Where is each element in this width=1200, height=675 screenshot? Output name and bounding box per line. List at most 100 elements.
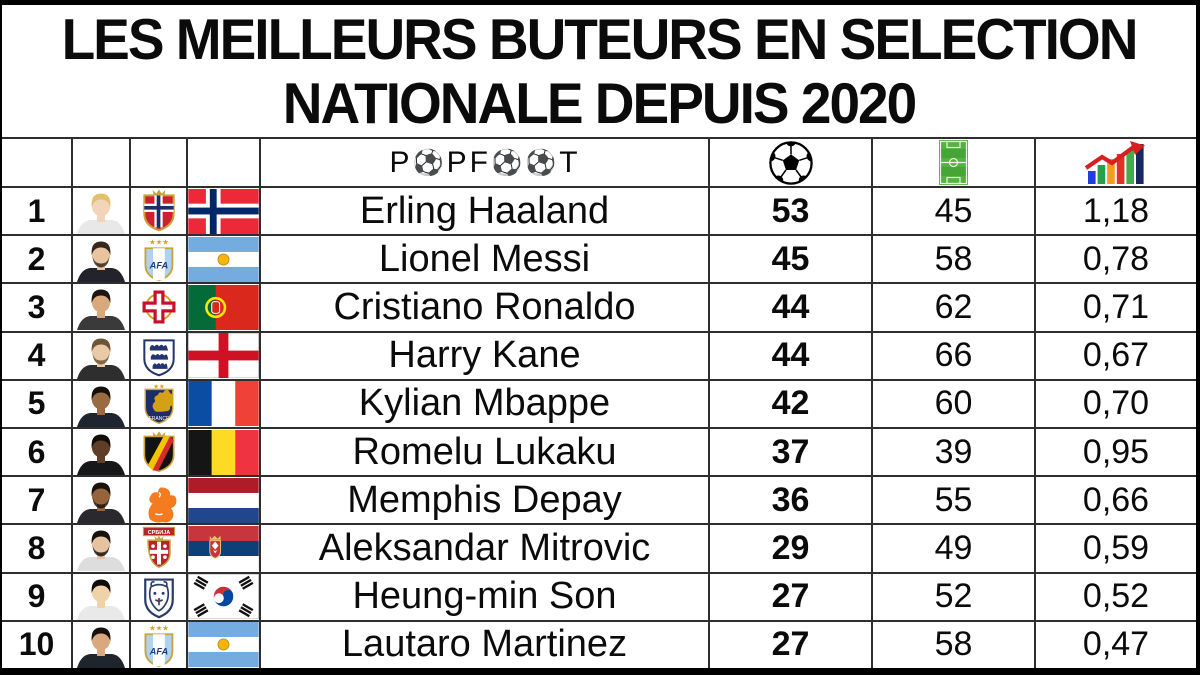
country-flag-icon <box>188 380 261 427</box>
player-photo <box>73 284 131 331</box>
ratio-value: 0,59 <box>1082 528 1150 567</box>
goals-value: 45 <box>710 236 873 283</box>
player-photo <box>73 332 131 379</box>
matches-value: 58 <box>873 621 1036 668</box>
player-photo <box>73 477 131 524</box>
rank-cell: 7 <box>2 477 73 524</box>
federation-crest-icon: СРБИЈА <box>131 525 188 572</box>
header-photo-cell <box>73 139 131 186</box>
goals-value: 42 <box>710 380 873 427</box>
matches-value: 52 <box>873 573 1036 620</box>
matches-value: 49 <box>873 525 1036 572</box>
matches-value: 58 <box>873 236 1036 283</box>
goals-value: 27 <box>710 621 873 668</box>
player-photo <box>73 621 131 668</box>
goals-value: 37 <box>710 428 873 476</box>
federation-crest-icon: ★★★ AFA <box>131 236 188 283</box>
player-name: Erling Haaland <box>261 188 710 235</box>
federation-crest-icon <box>131 477 188 524</box>
player-photo <box>73 428 131 476</box>
federation-crest-icon <box>131 332 188 379</box>
svg-text:★★★: ★★★ <box>149 623 169 632</box>
header-brand-cell: P ⚽ P F ⚽ ⚽ T <box>261 139 710 186</box>
matches-value: 55 <box>873 477 1036 524</box>
header-rank-cell <box>2 139 73 186</box>
country-flag-icon <box>188 525 261 572</box>
country-flag-icon <box>188 236 261 283</box>
ratio-value: 1,18 <box>1082 191 1150 230</box>
svg-text:AFA: AFA <box>148 646 168 656</box>
player-name: Aleksandar Mitrovic <box>261 525 710 572</box>
matches-value: 62 <box>873 284 1036 331</box>
soccer-ball-icon <box>768 140 814 186</box>
table-row: 3 Cristiano Ronaldo 44 62 0,71 <box>2 282 1196 331</box>
player-name: Cristiano Ronaldo <box>261 284 710 331</box>
goals-value: 44 <box>710 284 873 331</box>
player-name: Lautaro Martinez <box>261 621 710 668</box>
ratio-value: 0,78 <box>1082 239 1150 278</box>
ratio-value: 0,70 <box>1082 384 1150 423</box>
federation-crest-icon: ★★★ AFA <box>131 621 188 668</box>
goals-value: 27 <box>710 573 873 620</box>
svg-text:AFA: AFA <box>148 261 168 271</box>
table-row: 2 ★★★ AFA Lionel Messi 45 58 0,78 <box>2 234 1196 283</box>
rank-cell: 3 <box>2 284 73 331</box>
federation-crest-icon <box>131 573 188 620</box>
rank-cell: 5 <box>2 380 73 427</box>
goals-value: 53 <box>710 188 873 235</box>
player-name: Lionel Messi <box>261 236 710 283</box>
svg-text:СРБИЈА: СРБИЈА <box>147 530 170 536</box>
ratio-value: 0,66 <box>1082 480 1150 519</box>
svg-text:★★: ★★ <box>153 383 165 390</box>
country-flag-icon <box>188 477 261 524</box>
rising-bar-chart-icon <box>1085 140 1147 186</box>
rank-cell: 6 <box>2 428 73 476</box>
matches-value: 60 <box>873 380 1036 427</box>
rank-cell: 1 <box>2 188 73 235</box>
player-name: Kylian Mbappe <box>261 380 710 427</box>
scorers-table: P ⚽ P F ⚽ ⚽ T 1 <box>2 137 1196 668</box>
header-flag-cell <box>188 139 261 186</box>
ratio-value: 0,67 <box>1082 336 1150 375</box>
title-line-1: LES MEILLEURS BUTEURS EN SELECTION <box>61 6 1139 72</box>
player-name: Memphis Depay <box>261 477 710 524</box>
ball-letter-icon: ⚽ <box>412 148 446 177</box>
ball-letter-icon: ⚽ <box>490 148 525 177</box>
player-photo <box>73 188 131 235</box>
goals-value: 36 <box>710 477 873 524</box>
matches-value: 39 <box>873 428 1036 476</box>
ball-letter-icon: ⚽ <box>525 148 559 177</box>
matches-value: 45 <box>873 188 1036 235</box>
country-flag-icon <box>188 573 261 620</box>
table-row: 4 Harry Kane 44 66 0,67 <box>2 330 1196 379</box>
table-row: 8 СРБИЈА Aleksandar Mitrovic 29 49 0,59 <box>2 523 1196 572</box>
table-row: 6 Romelu Lukaku 37 39 0,95 <box>2 426 1196 476</box>
goals-value: 44 <box>710 332 873 379</box>
ratio-value: 0,71 <box>1082 287 1150 326</box>
country-flag-icon <box>188 428 261 476</box>
country-flag-icon <box>188 188 261 235</box>
table-row: 5 ★★ FRANCE Kylian Mbappe 42 60 0,70 <box>2 378 1196 427</box>
header-crest-cell <box>131 139 188 186</box>
player-name: Heung-min Son <box>261 573 710 620</box>
player-photo <box>73 525 131 572</box>
svg-text:★★★: ★★★ <box>149 238 169 247</box>
player-name: Harry Kane <box>261 332 710 379</box>
popfoot-logo: P ⚽ P F ⚽ ⚽ T <box>389 145 580 179</box>
header-matches-cell <box>873 139 1036 186</box>
player-name: Romelu Lukaku <box>261 428 710 476</box>
table-row: 7 Memphis Depay 36 55 0,66 <box>2 475 1196 524</box>
table-header-row: P ⚽ P F ⚽ ⚽ T <box>2 137 1196 186</box>
rank-cell: 8 <box>2 525 73 572</box>
country-flag-icon <box>188 332 261 379</box>
header-goals-cell <box>710 139 873 186</box>
ratio-value: 0,52 <box>1082 577 1150 616</box>
rank-cell: 2 <box>2 236 73 283</box>
svg-text:FRANCE: FRANCE <box>148 416 169 422</box>
federation-crest-icon <box>131 188 188 235</box>
matches-value: 66 <box>873 332 1036 379</box>
player-photo <box>73 380 131 427</box>
ratio-value: 0,95 <box>1082 432 1150 471</box>
federation-crest-icon <box>131 428 188 476</box>
rank-cell: 4 <box>2 332 73 379</box>
